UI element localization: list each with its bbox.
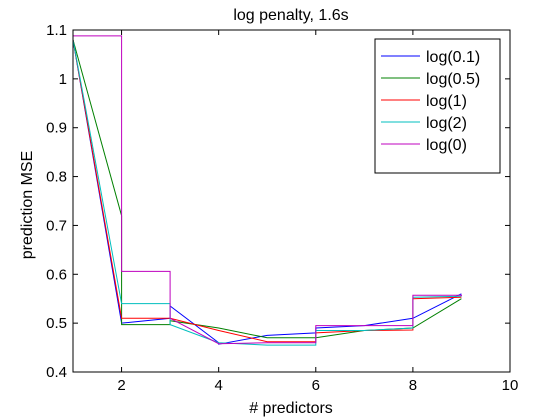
legend-box <box>374 38 501 174</box>
y-tick-label: 0.8 <box>46 169 67 186</box>
legend: log(0.1) log(0.5) log(1) log(2) log(0) <box>374 38 501 174</box>
y-tick-label: 0.5 <box>46 315 67 332</box>
legend-label-2: log(0.5) <box>426 71 480 88</box>
y-tick-label: 0.9 <box>46 120 67 137</box>
y-tick-label: 0.7 <box>46 217 67 234</box>
y-tick-label: 1 <box>59 71 67 88</box>
y-axis-label: prediction MSE <box>19 151 36 260</box>
x-axis-label: # predictors <box>249 400 333 417</box>
y-tick-label: 0.4 <box>46 364 67 381</box>
legend-label-4: log(2) <box>426 115 467 132</box>
series-line-5 <box>73 35 462 345</box>
x-tick-label: 2 <box>117 377 125 394</box>
series-line-1 <box>72 39 462 345</box>
x-tick-label: 10 <box>502 377 519 394</box>
x-tick-label: 8 <box>409 377 417 394</box>
legend-label-5: log(0) <box>426 137 467 154</box>
y-tick-label: 0.6 <box>46 266 67 283</box>
legend-label-3: log(1) <box>426 93 467 110</box>
y-tick-label: 1.1 <box>46 22 67 39</box>
legend-label-1: log(0.1) <box>426 49 480 66</box>
series-lines <box>72 35 462 346</box>
axes-frame <box>72 29 511 373</box>
x-tick-label: 6 <box>312 377 320 394</box>
chart-title: log penalty, 1.6s <box>233 7 348 24</box>
x-tick-label: 4 <box>214 377 222 394</box>
axes: 2 4 6 8 10 0.4 0.5 0.6 0.7 0.8 0.9 1 1.1 <box>46 22 518 394</box>
